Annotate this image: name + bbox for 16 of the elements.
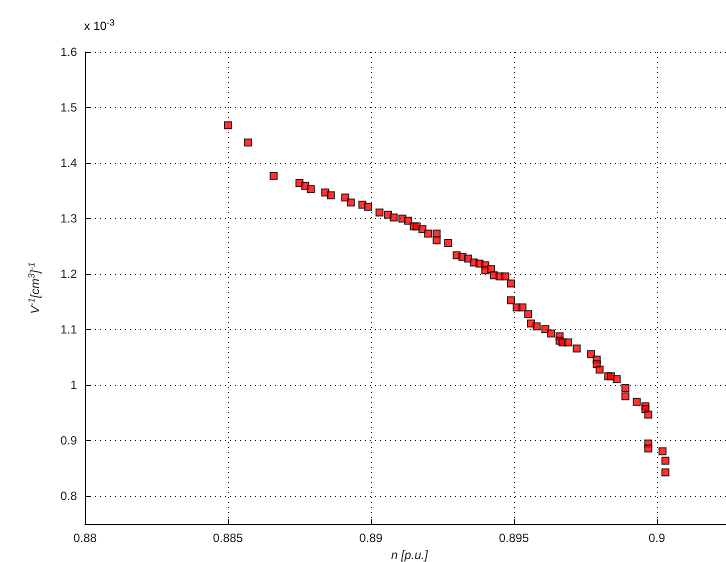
y-tick-label: 0.8 — [60, 489, 78, 504]
x-tick-label: 0.9 — [648, 531, 666, 545]
y-tick-label: 0.9 — [60, 434, 78, 448]
y-tick-label: 1 — [70, 378, 78, 392]
y-tick-label: 1.4 — [60, 156, 78, 170]
y-tick-label: 1.2 — [60, 267, 78, 282]
x-tick-label: 0.88 — [73, 531, 97, 545]
y-tick-label: 1.5 — [60, 100, 78, 115]
x-axis-title: n [p.u.] — [391, 548, 429, 562]
x-tick-label: 0.89 — [359, 531, 383, 545]
y-axis-title: V-1[cm3]-1 — [26, 262, 42, 314]
y-tick-label: 1.1 — [60, 322, 78, 337]
y-tick-label: 1.3 — [60, 212, 78, 226]
x-tick-label: 0.885 — [212, 531, 244, 545]
x-tick-label: 0.895 — [498, 531, 530, 545]
y-tick-label: 1.6 — [60, 45, 78, 59]
